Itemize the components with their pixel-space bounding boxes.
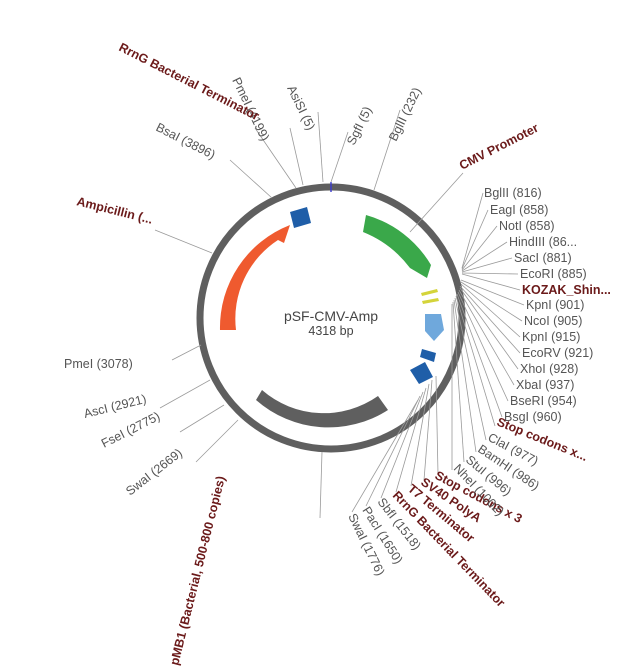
leader-hindiii bbox=[461, 241, 508, 272]
leader-paci bbox=[365, 395, 421, 507]
leader-rrng-bottom bbox=[395, 387, 427, 493]
leader-ecori bbox=[461, 272, 519, 275]
leader-bamhi bbox=[453, 299, 477, 453]
leader-fsei bbox=[179, 404, 225, 433]
site-label-eagi: EagI (858) bbox=[490, 203, 548, 217]
site-label-asci: AscI (2921) bbox=[82, 392, 147, 421]
plasmid-size: 4318 bp bbox=[308, 324, 353, 338]
sv40-polya-block bbox=[420, 349, 436, 362]
site-label-kpni-915: KpnI (915) bbox=[522, 330, 580, 344]
leader-ecorv bbox=[459, 285, 521, 354]
leader-swai-1776 bbox=[351, 399, 419, 513]
site-label-hindiii: HindIII (86... bbox=[509, 235, 577, 249]
leader-cmv bbox=[409, 172, 464, 233]
rrng-terminator-top-block bbox=[290, 207, 311, 228]
feature-label-ampicillin: Ampicillin (... bbox=[75, 194, 154, 226]
site-label-noti: NotI (858) bbox=[499, 219, 555, 233]
ampicillin-arc bbox=[219, 225, 290, 330]
leader-swai-2669 bbox=[195, 419, 239, 463]
site-label-sgfi: SgfI (5) bbox=[344, 104, 375, 147]
t7-terminator-block bbox=[410, 362, 433, 384]
leader-eagi bbox=[461, 209, 489, 270]
site-label-ecorv: EcoRV (921) bbox=[522, 346, 593, 360]
plasmid-name: pSF-CMV-Amp bbox=[284, 308, 378, 324]
kozak-block bbox=[425, 314, 444, 341]
leader-rrng-top bbox=[254, 127, 297, 189]
leader-stop2 bbox=[435, 375, 439, 475]
site-label-asisi: AsiSI (5) bbox=[284, 83, 318, 132]
leader-asci bbox=[159, 379, 211, 409]
leader-asisi bbox=[317, 111, 324, 183]
leader-bsgi bbox=[456, 293, 503, 418]
leader-sv40 bbox=[423, 379, 433, 481]
leader-bseri bbox=[457, 291, 509, 402]
leader-stop1 bbox=[455, 295, 496, 427]
site-label-fsei: FseI (2775) bbox=[99, 409, 162, 450]
leader-stui bbox=[452, 301, 465, 463]
leader-saci bbox=[461, 257, 513, 273]
pmb1-ori-arc bbox=[256, 390, 388, 428]
leader-bglii-816 bbox=[461, 192, 484, 269]
leader-kpni-915 bbox=[460, 283, 521, 338]
leader-sbfi bbox=[380, 391, 424, 499]
feature-label-cmv: CMV Promoter bbox=[457, 121, 541, 173]
leader-clai bbox=[454, 297, 487, 441]
site-label-saci: SacI (881) bbox=[514, 251, 572, 265]
stop-codons-bar-1 bbox=[421, 289, 438, 296]
feature-label-kozak: KOZAK_Shin... bbox=[522, 283, 611, 297]
leader-pmb1 bbox=[319, 451, 323, 519]
site-label-bsgi: BsgI (960) bbox=[504, 410, 562, 424]
leader-pmei-3078 bbox=[171, 344, 202, 361]
leader-xhoi bbox=[459, 287, 519, 370]
site-label-bglii-816: BglII (816) bbox=[484, 186, 542, 200]
site-label-swai-2669: SwaI (2669) bbox=[123, 446, 185, 499]
leader-kpni-901 bbox=[460, 279, 525, 306]
site-label-bseri: BseRI (954) bbox=[510, 394, 577, 408]
site-label-kpni-901: KpnI (901) bbox=[526, 298, 584, 312]
site-label-xbai: XbaI (937) bbox=[516, 378, 574, 392]
leader-pmei-4199 bbox=[289, 127, 304, 186]
leader-ncoi bbox=[460, 281, 523, 322]
site-label-ncoi: NcoI (905) bbox=[524, 314, 582, 328]
leader-kozak bbox=[461, 273, 521, 291]
leader-ampicillin bbox=[154, 229, 213, 254]
leader-bsai bbox=[229, 159, 273, 199]
leader-t7 bbox=[410, 383, 430, 487]
leader-xbai bbox=[458, 289, 515, 386]
cmv-promoter-arc bbox=[363, 215, 431, 278]
site-label-bglii-232: BglII (232) bbox=[386, 85, 424, 143]
site-label-bsai: BsaI (3896) bbox=[154, 120, 218, 162]
site-label-xhoi: XhoI (928) bbox=[520, 362, 578, 376]
leader-noti bbox=[461, 225, 498, 271]
stop-codons-bar-2 bbox=[422, 298, 439, 304]
leader-sgfi bbox=[330, 131, 349, 183]
site-label-pmei-3078: PmeI (3078) bbox=[64, 357, 133, 371]
leader-bglii-232 bbox=[373, 109, 401, 191]
site-label-ecori: EcoRI (885) bbox=[520, 267, 587, 281]
feature-label-pmb1: pMB1 (Bacterial, 500-800 copies) bbox=[167, 475, 228, 667]
